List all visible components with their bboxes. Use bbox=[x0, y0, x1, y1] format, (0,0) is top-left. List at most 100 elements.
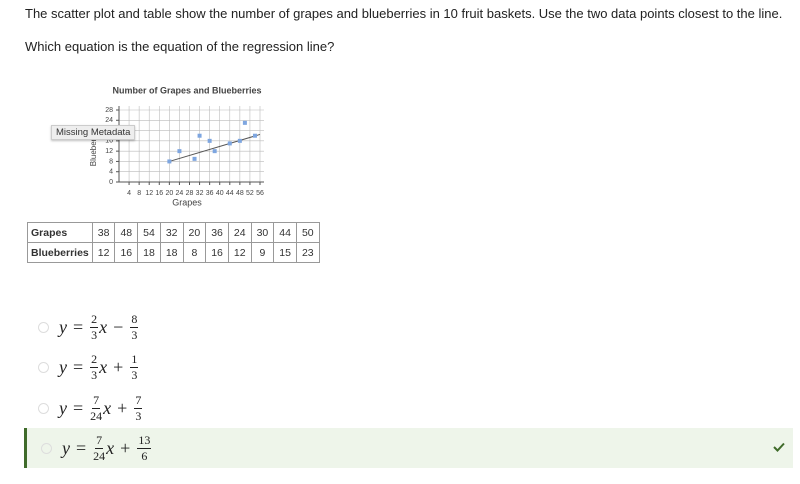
y-tick-label: 24 bbox=[105, 117, 113, 124]
point bbox=[212, 149, 217, 154]
numerator: 1 bbox=[130, 351, 139, 368]
equation: y = 7 24 x +7 3 bbox=[59, 393, 143, 424]
table-cell: Grapes bbox=[27, 222, 93, 243]
x-tick-label: 32 bbox=[196, 190, 204, 197]
numerator: 7 bbox=[92, 392, 101, 409]
scatter-chart: Number of Grapes and Blueberries Grapes Bl… bbox=[89, 85, 264, 207]
y-tick-label: 16 bbox=[105, 138, 113, 145]
regression-line bbox=[169, 133, 261, 162]
symbol: + bbox=[120, 437, 131, 458]
symbol: = bbox=[76, 437, 87, 458]
radio-button[interactable] bbox=[38, 321, 49, 333]
denominator: 3 bbox=[91, 367, 98, 382]
tooltip: Missing Metadata bbox=[51, 125, 136, 140]
check-mark bbox=[773, 442, 785, 452]
symbol: − bbox=[113, 316, 124, 337]
x-tick-label: 44 bbox=[226, 190, 234, 197]
table-cell: 38 bbox=[91, 222, 116, 243]
numerator: 2 bbox=[90, 351, 99, 368]
table-cell: Blueberries bbox=[27, 242, 93, 263]
denominator: 3 bbox=[131, 367, 138, 382]
table-cell: 48 bbox=[114, 222, 139, 243]
x-tick-label: 24 bbox=[176, 190, 184, 197]
y-tick-label: 0 bbox=[109, 179, 113, 186]
table-cell: 32 bbox=[159, 222, 184, 243]
point bbox=[192, 156, 197, 161]
point bbox=[177, 149, 182, 154]
table-cell: 9 bbox=[250, 242, 275, 263]
table-cell: 16 bbox=[205, 242, 229, 263]
point bbox=[227, 141, 232, 146]
radio-button[interactable] bbox=[41, 442, 52, 454]
table-cell: 16 bbox=[114, 242, 139, 263]
x-tick-label: 56 bbox=[256, 190, 264, 197]
denominator: 6 bbox=[141, 448, 148, 463]
y-tick-label: 4 bbox=[109, 169, 113, 176]
x-tick-label: 8 bbox=[137, 190, 141, 197]
x-tick-label: 52 bbox=[246, 190, 254, 197]
variable: x bbox=[99, 356, 108, 377]
table-cell: 30 bbox=[250, 222, 275, 243]
x-axis-label: Grapes bbox=[172, 197, 202, 207]
table-cell: 54 bbox=[137, 222, 161, 243]
answer-option[interactable]: y = 7 24 x +7 3 bbox=[24, 388, 790, 428]
table-cell: 8 bbox=[182, 242, 207, 263]
y-axis-label: Blueberries bbox=[89, 126, 98, 166]
variable: x bbox=[103, 397, 112, 418]
table-cell: 18 bbox=[159, 242, 184, 263]
fraction: 7 24 bbox=[90, 393, 102, 424]
table-row: Grapes 38 48 54 32 20 36 24 30 44 50 bbox=[27, 222, 320, 243]
numerator: 7 bbox=[95, 432, 104, 449]
answer-option[interactable]: y = 7 24 x +13 6 bbox=[24, 428, 793, 468]
point bbox=[167, 159, 172, 164]
symbol: = bbox=[73, 356, 84, 377]
data-table: Grapes 38 48 54 32 20 36 24 30 44 50 Blueberries 12 1… bbox=[27, 222, 320, 263]
fraction: 13 6 bbox=[137, 432, 152, 464]
check-icon bbox=[773, 439, 785, 457]
denominator: 3 bbox=[91, 327, 98, 342]
question-prompt: Which equation is the equation of the re… bbox=[25, 39, 335, 54]
x-tick-label: 28 bbox=[186, 190, 194, 197]
numerator: 13 bbox=[137, 432, 152, 449]
radio-button[interactable] bbox=[38, 361, 49, 373]
table-cell: 12 bbox=[91, 242, 116, 263]
point bbox=[252, 133, 257, 138]
numerator: 7 bbox=[134, 392, 143, 409]
variable: x bbox=[106, 437, 115, 458]
denominator: 3 bbox=[135, 408, 142, 423]
answer-option[interactable]: y = 2 3 x −8 3 bbox=[24, 307, 790, 347]
denominator: 3 bbox=[131, 327, 138, 342]
y-tick-label: 8 bbox=[109, 158, 113, 165]
equation: y = 2 3 x +1 3 bbox=[59, 352, 139, 383]
x-tick-label: 16 bbox=[155, 190, 163, 197]
fraction: 7 24 bbox=[93, 433, 105, 464]
variable: x bbox=[99, 316, 108, 337]
table-cell: 20 bbox=[182, 222, 207, 243]
x-tick-label: 48 bbox=[236, 190, 244, 197]
point bbox=[197, 133, 202, 138]
table-cell: 50 bbox=[295, 222, 320, 243]
equation: y = 7 24 x +13 6 bbox=[62, 433, 152, 464]
y-tick-label: 28 bbox=[105, 107, 113, 114]
symbol: + bbox=[117, 397, 128, 418]
radio-button[interactable] bbox=[38, 402, 49, 414]
table-cell: 12 bbox=[227, 242, 252, 263]
x-tick-label: 4 bbox=[127, 190, 131, 197]
denominator: 24 bbox=[93, 448, 106, 463]
table-cell: 24 bbox=[227, 222, 252, 243]
x-tick-label: 20 bbox=[165, 190, 173, 197]
answer-option[interactable]: y = 2 3 x +1 3 bbox=[24, 347, 790, 387]
table-cell: 18 bbox=[137, 242, 161, 263]
symbol: = bbox=[73, 316, 84, 337]
variable: y bbox=[62, 437, 70, 458]
equation: y = 2 3 x −8 3 bbox=[59, 312, 139, 343]
variable: y bbox=[59, 316, 67, 337]
point bbox=[242, 120, 247, 125]
variable: y bbox=[59, 356, 67, 377]
